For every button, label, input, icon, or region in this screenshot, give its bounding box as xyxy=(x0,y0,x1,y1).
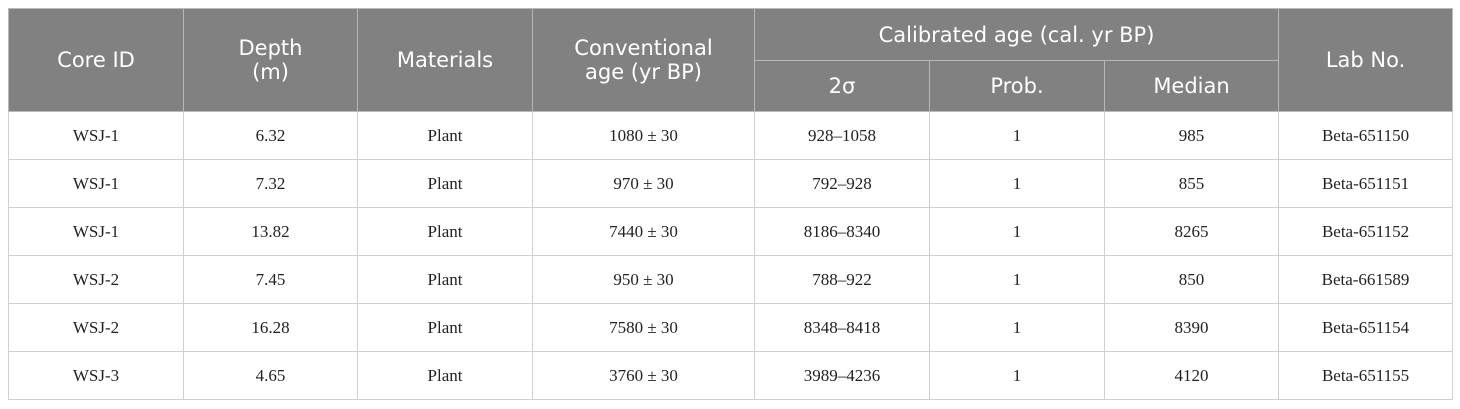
table-cell: 1 xyxy=(929,159,1105,208)
table-cell: WSJ-1 xyxy=(8,159,184,208)
table-cell: 8348–8418 xyxy=(754,303,930,352)
table-cell: 4120 xyxy=(1103,351,1280,400)
sub-header: 2σ xyxy=(754,60,930,112)
table-cell: 1 xyxy=(929,351,1105,400)
table-cell: 1 xyxy=(929,303,1105,352)
table-cell: WSJ-3 xyxy=(8,351,184,400)
table-cell: Plant xyxy=(357,351,533,400)
table-cell: 8186–8340 xyxy=(754,207,930,256)
table-cell: WSJ-2 xyxy=(8,255,184,304)
table-cell: 970 ± 30 xyxy=(532,159,755,208)
table-cell: Beta-651150 xyxy=(1278,111,1454,160)
table-cell: Plant xyxy=(357,159,533,208)
sub-header: Prob. xyxy=(929,60,1105,112)
column-header: Depth (m) xyxy=(183,8,358,112)
table-cell: 1 xyxy=(929,207,1105,256)
table-cell: WSJ-2 xyxy=(8,303,184,352)
table-row: WSJ-1 7.32 Plant 970 ± 30 792–928 1 855 Beta-65… xyxy=(8,159,1454,208)
table-cell: 16.28 xyxy=(183,303,358,352)
table-cell: 1 xyxy=(929,111,1105,160)
table-cell: Beta-651152 xyxy=(1278,207,1454,256)
table-cell: 8390 xyxy=(1103,303,1280,352)
table-cell: WSJ-1 xyxy=(8,111,184,160)
header-row: Core ID Depth (m) Materials Conventional… xyxy=(8,8,1454,112)
group-header: Calibrated age (cal. yr BP) xyxy=(753,8,1280,61)
table-cell: 7440 ± 30 xyxy=(532,207,755,256)
table-cell: 7580 ± 30 xyxy=(532,303,755,352)
table-cell: 985 xyxy=(1103,111,1280,160)
table-row: WSJ-1 13.82 Plant 7440 ± 30 8186–8340 1 8265 Be… xyxy=(8,207,1454,256)
table-cell: 7.45 xyxy=(183,255,358,304)
table-cell: Beta-651155 xyxy=(1278,351,1454,400)
table-body: WSJ-1 6.32 Plant 1080 ± 30 928–1058 1 985 Beta-… xyxy=(8,111,1454,400)
column-header: Lab No. xyxy=(1278,8,1454,112)
data-table: Core ID Depth (m) Materials Conventional… xyxy=(8,8,1454,400)
table-cell: 928–1058 xyxy=(754,111,930,160)
table-cell: 1 xyxy=(929,255,1105,304)
table-row: WSJ-2 16.28 Plant 7580 ± 30 8348–8418 1 8390 Be… xyxy=(8,303,1454,352)
table-cell: 3989–4236 xyxy=(754,351,930,400)
table-cell: Plant xyxy=(357,111,533,160)
table-cell: Beta-651151 xyxy=(1278,159,1454,208)
table-cell: Beta-651154 xyxy=(1278,303,1454,352)
sub-header: Median xyxy=(1103,60,1280,112)
table-cell: 6.32 xyxy=(183,111,358,160)
table-cell: 788–922 xyxy=(754,255,930,304)
column-header: Materials xyxy=(357,8,533,112)
table-cell: 950 ± 30 xyxy=(532,255,755,304)
table-cell: 855 xyxy=(1103,159,1280,208)
column-header: Core ID xyxy=(8,8,184,112)
table-cell: 3760 ± 30 xyxy=(532,351,755,400)
table-cell: 792–928 xyxy=(754,159,930,208)
table-cell: 850 xyxy=(1103,255,1280,304)
table-cell: Plant xyxy=(357,303,533,352)
table-cell: 4.65 xyxy=(183,351,358,400)
table-row: WSJ-3 4.65 Plant 3760 ± 30 3989–4236 1 4120 Bet… xyxy=(8,351,1454,400)
table-cell: WSJ-1 xyxy=(8,207,184,256)
table-cell: Plant xyxy=(357,255,533,304)
table-row: WSJ-1 6.32 Plant 1080 ± 30 928–1058 1 985 Beta-… xyxy=(8,111,1454,160)
header-row: 2σ Prob. Median xyxy=(9,60,1453,112)
column-header: Conventional age (yr BP) xyxy=(532,8,755,112)
table-cell: Beta-661589 xyxy=(1278,255,1454,304)
table-row: WSJ-2 7.45 Plant 950 ± 30 788–922 1 850 Beta-66… xyxy=(8,255,1454,304)
table-cell: 1080 ± 30 xyxy=(532,111,755,160)
table-cell: 13.82 xyxy=(183,207,358,256)
table-cell: 8265 xyxy=(1103,207,1280,256)
table-cell: 7.32 xyxy=(183,159,358,208)
table-cell: Plant xyxy=(357,207,533,256)
